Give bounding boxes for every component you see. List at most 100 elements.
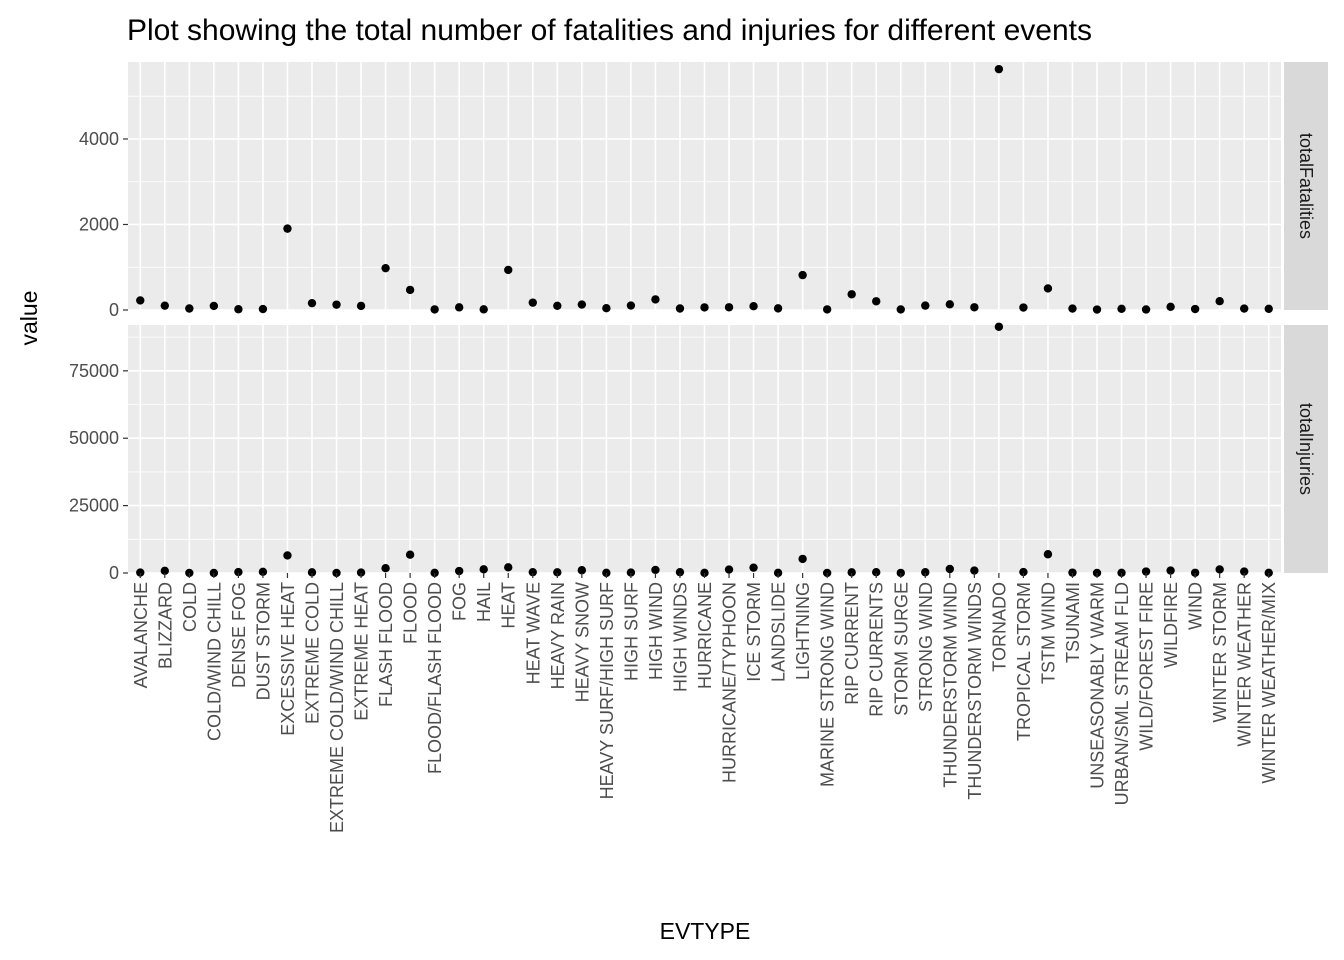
data-point <box>381 263 390 273</box>
x-tick-label: HEAT WAVE <box>523 582 543 684</box>
facet-strip-label: totalInjuries <box>1296 403 1316 495</box>
x-tick-label: UNSEASONABLY WARM <box>1088 582 1108 789</box>
data-point <box>994 322 1004 331</box>
data-point <box>651 565 660 575</box>
y-tick-label: 0 <box>109 300 119 320</box>
data-point <box>1166 566 1175 575</box>
data-point <box>602 304 611 313</box>
x-tick-label: HIGH WINDS <box>670 582 690 692</box>
x-tick-label: FOG <box>450 582 470 621</box>
x-tick-label: TROPICAL STORM <box>1014 582 1034 741</box>
x-tick-label: HIGH SURF <box>621 582 641 681</box>
x-tick-label: EXTREME COLD <box>302 582 322 724</box>
data-point <box>872 297 881 306</box>
data-point <box>160 301 169 310</box>
x-tick-label: COLD/WIND CHILL <box>204 582 224 741</box>
x-tick-label: COLD <box>180 582 200 632</box>
y-axis-title: value <box>16 291 42 346</box>
x-tick-label: HEAVY RAIN <box>548 582 568 689</box>
data-point <box>160 566 169 576</box>
facet-strip-label: totalFatalities <box>1296 133 1316 239</box>
facet-strip <box>1284 325 1328 573</box>
data-point <box>209 301 219 311</box>
x-tick-label: EXCESSIVE HEAT <box>278 582 298 736</box>
data-point <box>1092 305 1102 314</box>
data-point <box>136 296 145 305</box>
x-tick-label: HEAVY SNOW <box>572 582 592 702</box>
y-tick-label: 0 <box>109 563 119 583</box>
data-point <box>773 304 783 313</box>
data-point <box>675 304 685 313</box>
x-tick-label: WILD/FOREST FIRE <box>1137 582 1157 751</box>
data-point <box>970 303 979 312</box>
data-point <box>1264 568 1273 577</box>
data-point <box>1190 568 1200 577</box>
data-point <box>798 270 807 280</box>
data-point <box>798 554 807 564</box>
data-point <box>994 64 1004 74</box>
x-tick-label: FLASH FLOOD <box>376 582 396 707</box>
data-point <box>356 568 366 577</box>
data-point <box>332 300 341 309</box>
x-tick-label: DENSE FOG <box>229 582 249 688</box>
x-tick-label: LANDSLIDE <box>769 582 789 682</box>
panel-totalFatalities: 0 2000 4000 totalFatalities <box>79 62 1328 320</box>
x-tick-label: FLOOD <box>401 582 421 644</box>
data-point <box>1215 296 1224 306</box>
data-point <box>234 567 243 577</box>
data-point <box>626 568 636 577</box>
data-point <box>1117 568 1126 577</box>
data-point <box>185 304 194 313</box>
data-point <box>1019 567 1028 577</box>
data-point <box>1068 304 1077 313</box>
data-point <box>921 568 930 577</box>
data-point <box>258 567 268 577</box>
x-tick-label: EXTREME HEAT <box>352 582 372 721</box>
data-point <box>454 303 464 312</box>
x-tick-label: WINTER STORM <box>1210 582 1230 723</box>
data-point <box>577 300 587 309</box>
data-point <box>896 568 905 578</box>
data-point <box>528 298 537 307</box>
x-tick-label: URBAN/SML STREAM FLD <box>1112 582 1132 805</box>
x-tick-label: WINTER WEATHER/MIX <box>1259 582 1279 784</box>
data-point <box>749 301 758 311</box>
data-point <box>1240 304 1249 313</box>
data-point <box>381 564 390 573</box>
facet-panels: 0 2000 4000 totalFatalities 0 25000 50000 75000… <box>69 62 1328 583</box>
data-point <box>700 568 709 578</box>
y-tick-label: 2000 <box>79 214 119 234</box>
data-point <box>847 568 856 577</box>
x-tick-label: HURRICANE <box>695 582 715 689</box>
data-point <box>945 300 955 309</box>
data-point <box>283 551 292 560</box>
x-tick-label: HEAVY SURF/HIGH SURF <box>597 582 617 799</box>
data-point <box>970 566 979 575</box>
x-tick-label: RIP CURRENT <box>842 582 862 705</box>
x-tick-label: AVALANCHE <box>131 582 151 688</box>
data-point <box>332 568 341 578</box>
data-point <box>1068 568 1077 577</box>
y-tick-label: 75000 <box>69 361 119 381</box>
x-tick-label: HEAT <box>499 582 519 629</box>
x-axis: AVALANCHE BLIZZARD COLD COLD/WIND CHILL DENS… <box>131 573 1279 833</box>
x-tick-label: THUNDERSTORM WIND <box>940 582 960 788</box>
data-point <box>1092 568 1102 578</box>
data-point <box>234 305 243 314</box>
data-point <box>1215 565 1224 574</box>
facet-strip <box>1284 62 1328 310</box>
x-tick-label: HIGH WIND <box>646 582 666 680</box>
data-point <box>651 295 660 304</box>
data-point <box>1240 567 1249 576</box>
chart-title: Plot showing the total number of fatalit… <box>127 14 1092 47</box>
x-tick-label: HAIL <box>474 582 494 622</box>
data-point <box>921 301 930 310</box>
x-tick-label: RIP CURRENTS <box>867 582 887 717</box>
data-point <box>553 568 562 577</box>
data-point <box>700 303 709 312</box>
x-tick-label: TORNADO <box>989 582 1009 672</box>
data-point <box>724 565 734 574</box>
data-point <box>307 568 317 577</box>
data-point <box>1043 550 1053 559</box>
data-point <box>283 224 292 233</box>
